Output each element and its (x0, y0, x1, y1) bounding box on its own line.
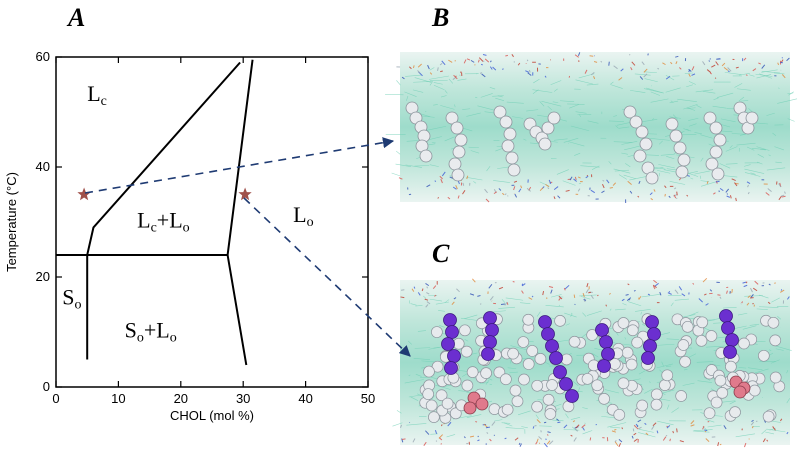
cholesterol-molecules-b (405, 101, 759, 185)
bilayer-b (400, 52, 790, 202)
panel-label-a: A (66, 3, 85, 32)
plot-frame (55, 56, 369, 388)
x-axis-label: CHOL (mol %) (170, 408, 254, 423)
headgroups-b (396, 52, 790, 204)
x-tick-label: 30 (236, 391, 250, 406)
x-tick-label: 40 (298, 391, 312, 406)
state-markers (77, 187, 252, 201)
y-tick-label: 40 (36, 159, 50, 174)
arrow-to-c (243, 197, 411, 357)
phase-regions: Lc Lc+Lo Lo So So+Lo (62, 81, 313, 346)
phase-boundaries (56, 59, 254, 366)
star-marker (77, 187, 91, 201)
phase-region-label: So (62, 285, 81, 313)
star-marker (238, 187, 252, 201)
y-tick-label: 0 (43, 379, 50, 394)
axis-ticks: 0 10 20 30 40 50 0 20 40 60 (36, 49, 376, 406)
y-tick-label: 60 (36, 49, 50, 64)
x-tick-label: 20 (174, 391, 188, 406)
x-tick-label: 10 (111, 391, 125, 406)
panel-label-b: B (431, 3, 449, 32)
phase-region-label: Lc (87, 81, 107, 109)
phase-boundary-line (226, 59, 254, 366)
arrow-to-b (84, 137, 395, 194)
y-tick-label: 20 (36, 269, 50, 284)
phase-boundary-line (86, 61, 241, 360)
headgroups-c (400, 277, 790, 448)
membrane-snapshot-b (385, 52, 798, 204)
phase-region-label: Lc+Lo (137, 208, 190, 236)
panel-label-c: C (432, 239, 450, 268)
x-tick-label: 50 (361, 391, 375, 406)
phase-region-label: So+Lo (125, 318, 177, 346)
phase-diagram: 0 10 20 30 40 50 0 20 40 60 Lc Lc+Lo Lo So So+Lo CHOL… (4, 49, 375, 423)
membrane-snapshot-c (392, 277, 792, 448)
y-axis-label: Temperature (°C) (4, 172, 19, 272)
phase-region-label: Lo (293, 202, 313, 230)
x-tick-label: 0 (52, 391, 59, 406)
cholesterol-molecules-c (441, 309, 751, 415)
